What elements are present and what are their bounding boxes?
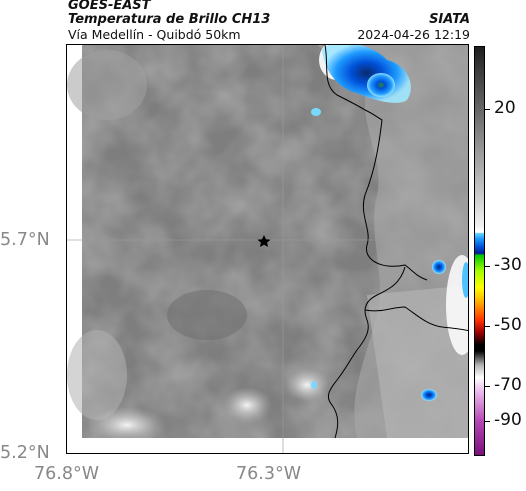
colorbar-label: -30	[494, 255, 522, 275]
star-icon	[257, 235, 271, 247]
colorbar-tick	[485, 421, 490, 422]
location-label: Vía Medellín - Quibdó 50km	[68, 27, 241, 42]
satellite-map[interactable]	[66, 44, 469, 454]
temperature-colorbar	[474, 46, 485, 456]
satellite-name: GOES-EAST	[68, 0, 151, 13]
map-canvas	[67, 45, 468, 453]
colorbar-tick	[485, 266, 490, 267]
timestamp-label: 2024-04-26 12:19	[357, 27, 470, 42]
colorbar-tick	[485, 326, 490, 327]
longitude-label: 76.3°W	[236, 464, 302, 484]
colorbar-label: -90	[494, 410, 522, 430]
colorbar-label: -70	[494, 375, 522, 395]
latitude-label: 5.7°N	[0, 230, 50, 250]
colorbar-tick	[485, 386, 490, 387]
longitude-label: 76.8°W	[34, 464, 100, 484]
organization-label: SIATA	[429, 12, 470, 27]
colorbar-tick	[485, 109, 490, 110]
colorbar-label: -50	[494, 315, 522, 335]
colorbar-label: 20	[494, 98, 516, 118]
latitude-label: 5.2°N	[0, 443, 50, 463]
product-title: Temperatura de Brillo CH13	[68, 12, 271, 27]
brightness-temperature-field	[67, 45, 468, 453]
administrative-boundaries	[324, 45, 468, 439]
